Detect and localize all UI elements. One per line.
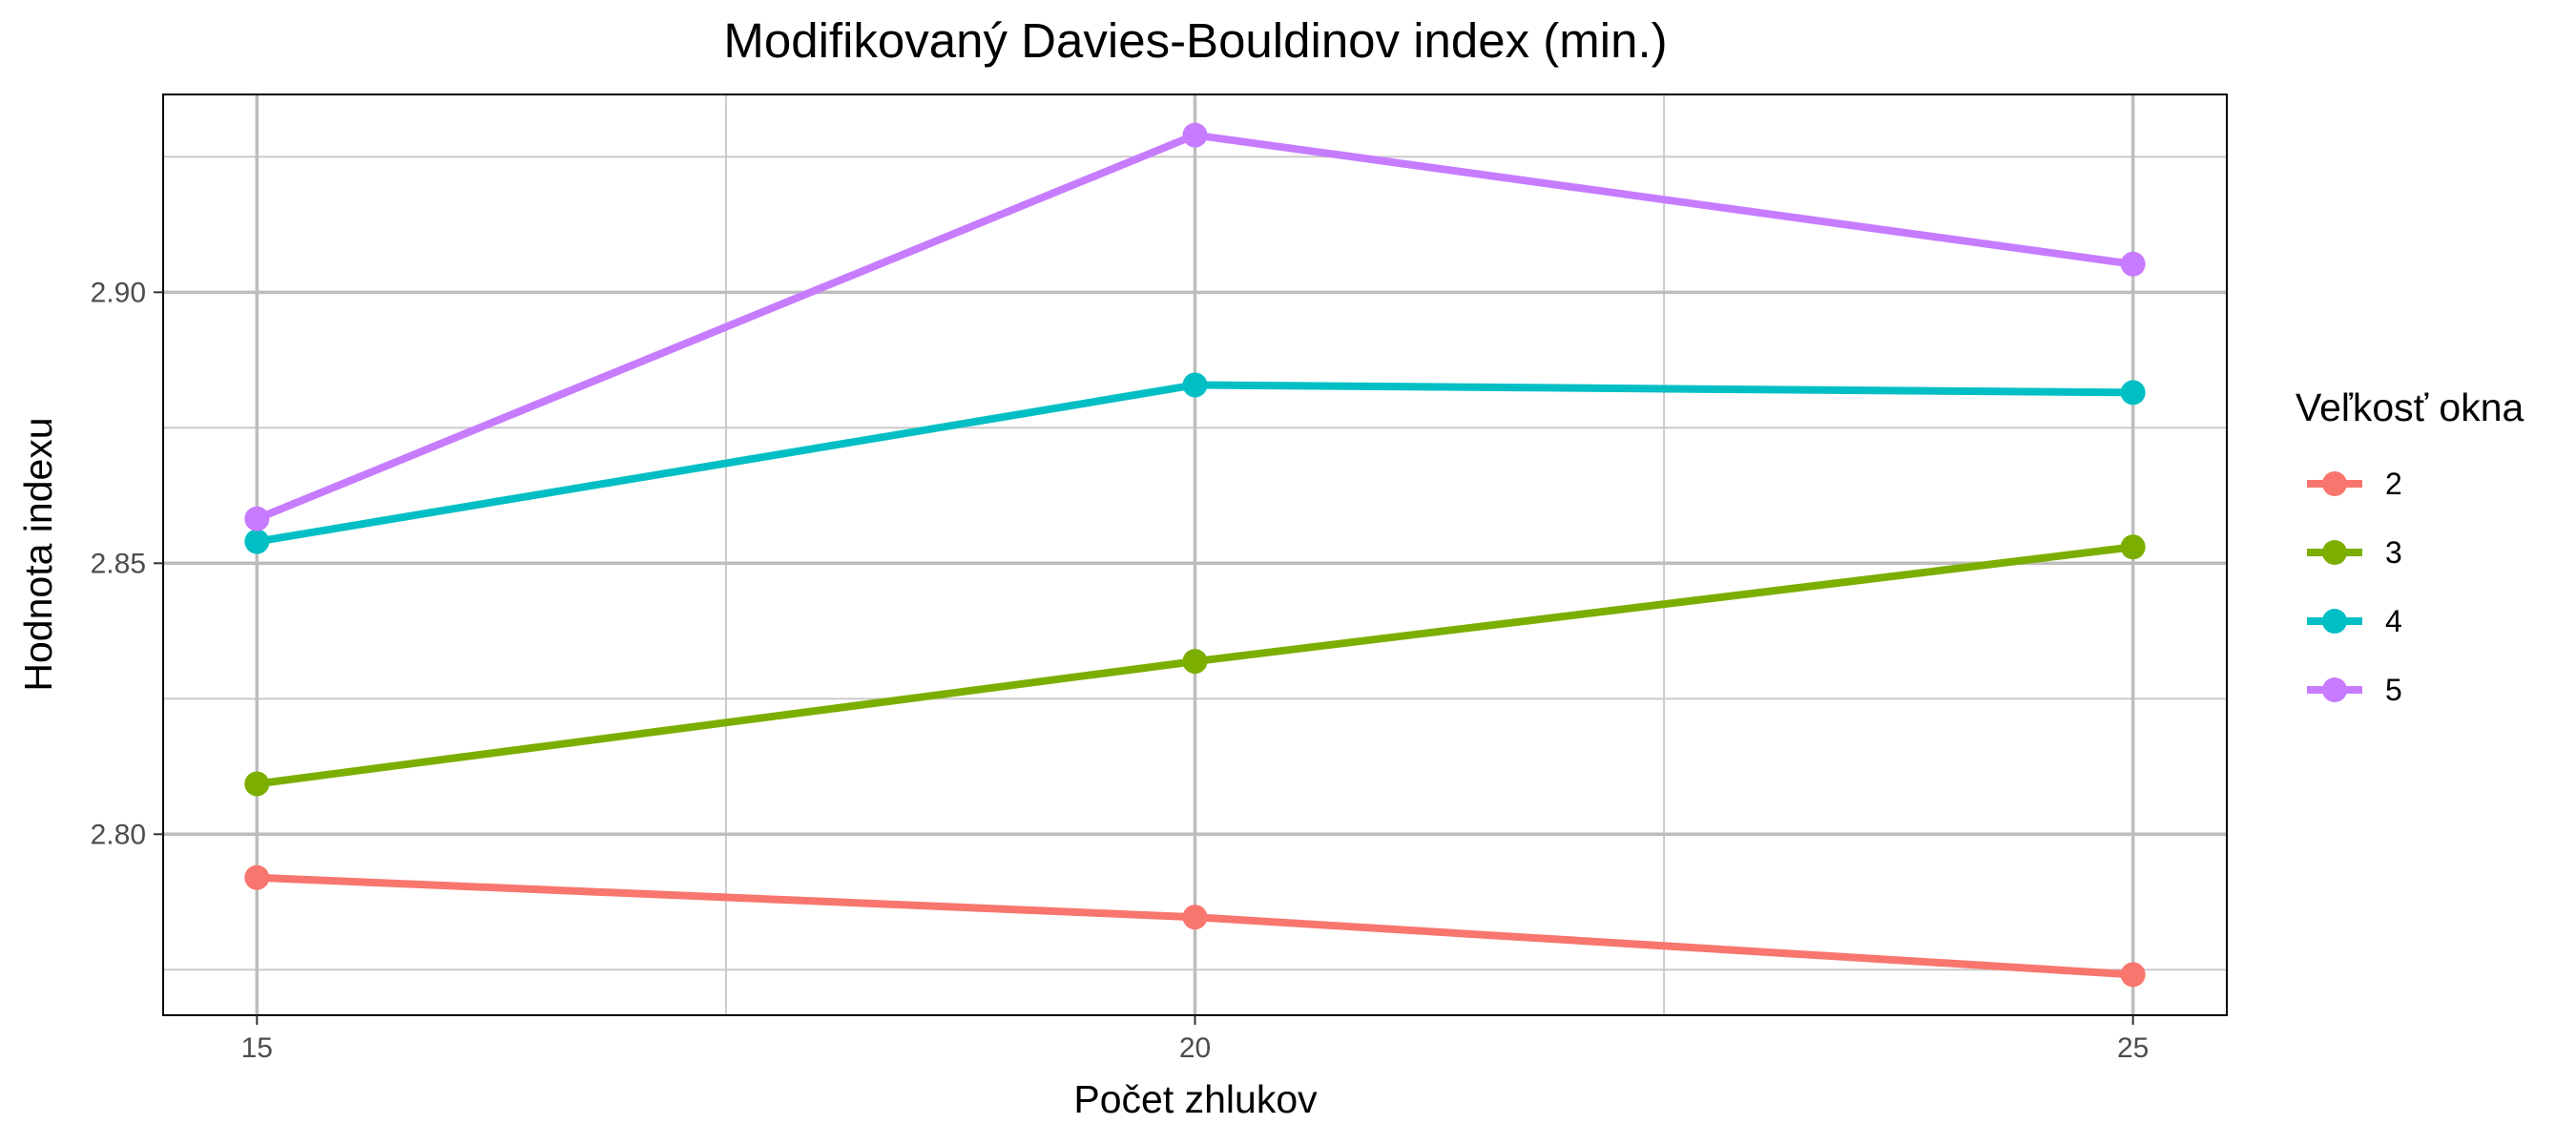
y-axis-title: Hodnota indexu xyxy=(16,417,60,691)
data-point-2-15 xyxy=(244,864,270,890)
chart-title: Modifikovaný Davies-Bouldinov index (min… xyxy=(723,13,1667,68)
legend-label-5: 5 xyxy=(2385,673,2402,707)
major-gridlines xyxy=(163,94,2227,1015)
legend-key-point-3 xyxy=(2322,540,2347,565)
legend-key-point-5 xyxy=(2322,677,2347,702)
data-point-2-20 xyxy=(1182,905,1208,930)
data-point-5-25 xyxy=(2120,251,2146,277)
data-point-3-20 xyxy=(1182,649,1208,675)
legend-label-4: 4 xyxy=(2385,604,2402,638)
data-point-5-15 xyxy=(244,506,270,531)
data-point-3-15 xyxy=(244,771,270,797)
legend-key-point-4 xyxy=(2322,609,2347,634)
legend-key-point-2 xyxy=(2322,471,2347,496)
series-layer xyxy=(244,122,2146,988)
x-axis-title: Počet zhlukov xyxy=(1073,1077,1318,1121)
x-tick-label-2: 25 xyxy=(2117,1032,2149,1064)
data-point-3-25 xyxy=(2120,534,2146,560)
y-tick-label-2: 2.90 xyxy=(91,277,146,308)
x-tick-label-1: 20 xyxy=(1179,1032,1211,1064)
data-point-2-25 xyxy=(2120,962,2146,988)
legend-title: Veľkosť okna xyxy=(2296,385,2524,429)
legend: Veľkosť okna 2 3 4 5 xyxy=(2296,385,2524,707)
x-axis-ticks: 15 20 25 xyxy=(241,1015,2149,1064)
data-point-4-15 xyxy=(244,529,270,554)
y-axis-ticks: 2.80 2.85 2.90 xyxy=(91,277,163,850)
y-tick-label-0: 2.80 xyxy=(91,819,146,850)
data-point-5-20 xyxy=(1182,122,1208,148)
legend-items: 2 3 4 5 xyxy=(2307,467,2402,707)
x-tick-label-0: 15 xyxy=(241,1032,273,1064)
data-point-4-20 xyxy=(1182,372,1208,398)
legend-label-2: 2 xyxy=(2385,467,2402,501)
legend-label-3: 3 xyxy=(2385,535,2402,570)
data-point-4-25 xyxy=(2120,380,2146,406)
y-tick-label-1: 2.85 xyxy=(91,548,146,579)
